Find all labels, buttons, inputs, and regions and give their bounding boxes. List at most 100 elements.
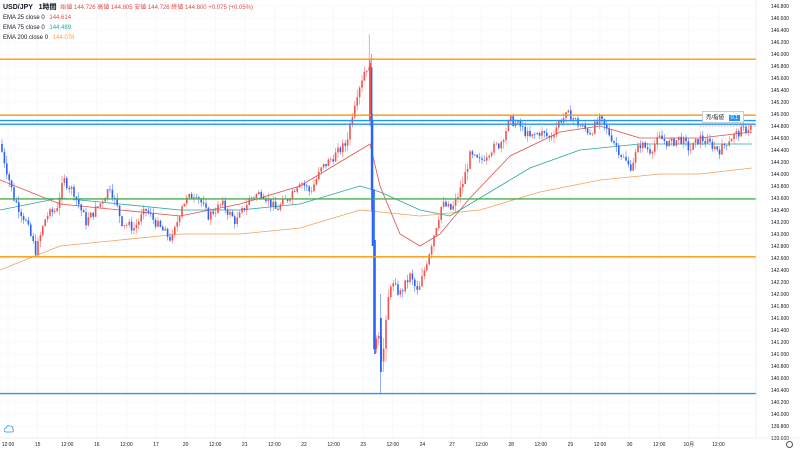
candle-body bbox=[402, 290, 404, 292]
candle-body bbox=[510, 115, 512, 121]
candle-body bbox=[169, 236, 171, 241]
candle-body bbox=[94, 206, 97, 217]
y-tick-label: 143.200 bbox=[771, 220, 789, 226]
candle-body bbox=[121, 216, 123, 227]
candle-body bbox=[18, 202, 20, 212]
ema200-value: 144.078 bbox=[52, 35, 75, 41]
y-tick-label: 141.000 bbox=[771, 352, 789, 358]
candle-body bbox=[238, 212, 241, 218]
order-annotation[interactable]: 売/指値 0.1 bbox=[702, 111, 745, 123]
candle-body bbox=[15, 200, 18, 203]
candle-body bbox=[591, 133, 594, 135]
candle-body bbox=[517, 120, 519, 123]
candle-body bbox=[39, 235, 42, 242]
candle-body bbox=[411, 273, 414, 280]
candle-body bbox=[738, 131, 740, 137]
candle-body bbox=[176, 222, 178, 227]
candle-body bbox=[745, 126, 747, 133]
candle-body bbox=[133, 228, 135, 231]
candle-body bbox=[740, 126, 742, 137]
candle-body bbox=[102, 201, 104, 204]
horizontal-levels[interactable]: 145.914144.980144.890144.831143.584142.6… bbox=[0, 56, 787, 397]
candle-body bbox=[128, 221, 130, 225]
settings-icon[interactable] bbox=[786, 441, 793, 448]
candle-body bbox=[711, 141, 714, 149]
cloud-icon[interactable] bbox=[3, 420, 14, 433]
y-tick-label: 146.200 bbox=[771, 40, 789, 46]
candle-body bbox=[541, 131, 543, 136]
legend-ema75[interactable]: EMA 75 close 0 144.489 bbox=[3, 23, 253, 33]
candle-body bbox=[66, 178, 68, 188]
candle-body bbox=[685, 137, 687, 142]
x-tick-label: 10月 bbox=[684, 442, 695, 448]
candle-body bbox=[219, 204, 222, 206]
ema75-line bbox=[0, 143, 752, 217]
candle-body bbox=[654, 144, 656, 152]
candle-body bbox=[560, 120, 562, 123]
candle-body bbox=[596, 121, 598, 124]
candle-body bbox=[747, 130, 750, 133]
candle-body bbox=[488, 155, 490, 158]
candle-body bbox=[250, 197, 253, 199]
candle-body bbox=[442, 201, 445, 207]
candle-body bbox=[584, 125, 586, 129]
candle-body bbox=[114, 197, 116, 199]
candle-body bbox=[6, 163, 8, 175]
candle-body bbox=[366, 70, 368, 72]
candle-body bbox=[543, 131, 546, 133]
candle-body bbox=[339, 147, 342, 153]
candle-body bbox=[349, 123, 351, 140]
candle-body bbox=[99, 203, 102, 207]
x-tick-label: 12:00 bbox=[535, 442, 548, 448]
candle-body bbox=[500, 142, 502, 149]
candle-body bbox=[673, 138, 675, 146]
ema75-value: 144.489 bbox=[49, 25, 72, 31]
candle-body bbox=[550, 136, 553, 138]
y-tick-label: 143.400 bbox=[771, 208, 789, 214]
candle-body bbox=[44, 219, 46, 227]
candle-body bbox=[433, 235, 435, 247]
candle-body bbox=[142, 208, 145, 215]
candle-body bbox=[267, 198, 270, 202]
candle-body bbox=[661, 135, 663, 140]
price-axis[interactable]: 146.800 146.600 146.400 146.200 146.000 145.8… bbox=[755, 0, 800, 450]
candle-body bbox=[709, 138, 711, 142]
candle-body bbox=[644, 142, 646, 148]
candle-body bbox=[663, 139, 666, 142]
candle-body bbox=[181, 206, 183, 217]
candle-body bbox=[466, 168, 469, 173]
x-tick-label: 12:00 bbox=[327, 442, 340, 448]
candle-body bbox=[145, 208, 147, 211]
candle-body bbox=[303, 183, 306, 186]
candle-body bbox=[589, 133, 591, 135]
candle-body bbox=[692, 142, 694, 150]
candle-body bbox=[428, 254, 430, 265]
candle-body bbox=[282, 198, 284, 205]
timeframe[interactable]: 1時間 bbox=[38, 4, 57, 11]
candle-body bbox=[166, 228, 169, 237]
candle-body bbox=[37, 241, 39, 255]
candle-body bbox=[154, 219, 157, 227]
candle-body bbox=[435, 228, 438, 236]
y-tick-label: 142.600 bbox=[771, 256, 789, 262]
candle-body bbox=[483, 159, 486, 161]
candle-body bbox=[318, 171, 320, 180]
candle-body bbox=[490, 152, 493, 156]
candle-body bbox=[212, 211, 214, 214]
x-tick-label: 27 bbox=[449, 442, 455, 448]
legend-ema25[interactable]: EMA 25 close 0 144.614 bbox=[3, 13, 253, 23]
x-tick-label: 12:00 bbox=[209, 442, 222, 448]
candle-body bbox=[546, 132, 548, 137]
candle-body bbox=[56, 208, 58, 212]
candle-body bbox=[248, 198, 250, 205]
symbol-name[interactable]: USD/JPY bbox=[3, 4, 33, 11]
y-tick-label: 145.600 bbox=[771, 76, 789, 82]
candle-body bbox=[666, 141, 668, 147]
candle-body bbox=[186, 197, 188, 204]
candle-body bbox=[150, 212, 152, 214]
time-axis[interactable]: 12:00 15 12:00 16 12:00 17 20 12:00 21 12:00 22 12:… bbox=[0, 437, 800, 448]
candle-body bbox=[147, 210, 150, 213]
candle-body bbox=[298, 184, 301, 188]
legend-ema200[interactable]: EMA 200 close 0 144.078 bbox=[3, 33, 253, 43]
